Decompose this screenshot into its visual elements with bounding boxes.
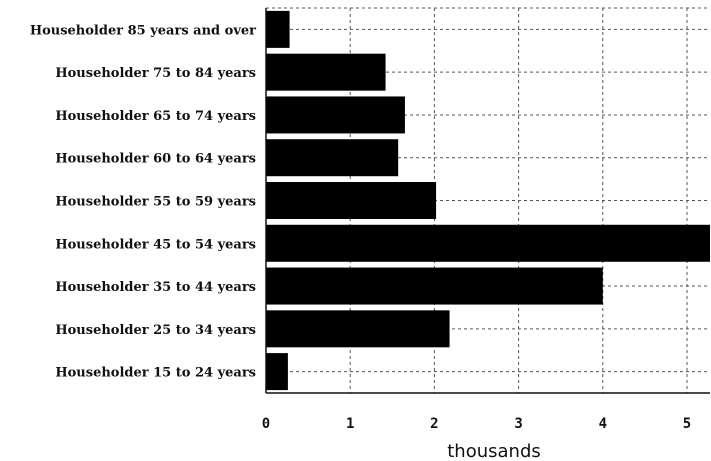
bar <box>266 224 710 262</box>
axes <box>265 8 710 394</box>
category-label: Householder 35 to 44 years <box>55 280 256 295</box>
category-label: Householder 75 to 84 years <box>55 66 256 81</box>
category-label: Householder 25 to 34 years <box>55 323 256 338</box>
bar <box>266 139 399 177</box>
x-tick-labels: 0 1 2 3 4 5 <box>262 416 691 432</box>
bar <box>266 310 450 348</box>
x-tick-label: 3 <box>514 416 522 432</box>
category-label: Householder 45 to 54 years <box>55 237 256 252</box>
x-axis-title: thousands <box>447 441 541 461</box>
category-label: Householder 65 to 74 years <box>55 109 256 124</box>
bar <box>266 96 405 134</box>
category-label: Householder 60 to 64 years <box>55 152 256 167</box>
category-labels: Householder 85 years and over Householder… <box>30 23 256 380</box>
x-tick-label: 0 <box>262 416 270 432</box>
x-tick-label: 5 <box>683 416 691 432</box>
x-tick-label: 2 <box>430 416 438 432</box>
bar <box>266 182 437 219</box>
bar <box>266 353 288 391</box>
category-label: Householder 15 to 24 years <box>55 366 256 381</box>
x-tick-label: 4 <box>599 416 607 432</box>
category-label: Householder 55 to 59 years <box>55 195 256 210</box>
bar <box>266 53 386 91</box>
category-label: Householder 85 years and over <box>30 23 256 38</box>
x-tick-label: 1 <box>346 416 354 432</box>
bar <box>266 267 603 305</box>
bars <box>266 10 710 391</box>
bar <box>266 10 290 48</box>
